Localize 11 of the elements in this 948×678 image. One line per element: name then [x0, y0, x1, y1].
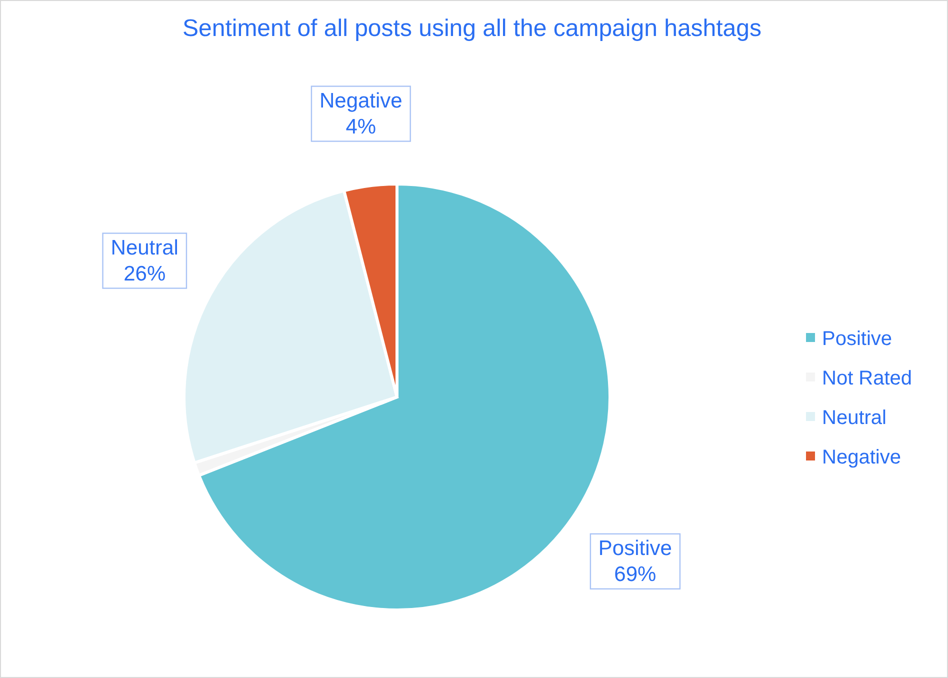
legend-label: Not Rated	[822, 368, 912, 390]
legend-label: Neutral	[822, 407, 886, 429]
slice-label: Negative	[319, 89, 402, 112]
legend-label: Positive	[822, 328, 892, 350]
slice-label: Positive	[598, 536, 672, 560]
data-label: 26%	[124, 262, 166, 286]
data-label: 69%	[614, 562, 656, 586]
data-label: 4%	[346, 115, 376, 138]
slice-label: Neutral	[110, 236, 178, 260]
chart-title: Sentiment of all posts using all the campaign hashtags	[182, 15, 762, 42]
legend-label: Negative	[822, 446, 901, 468]
